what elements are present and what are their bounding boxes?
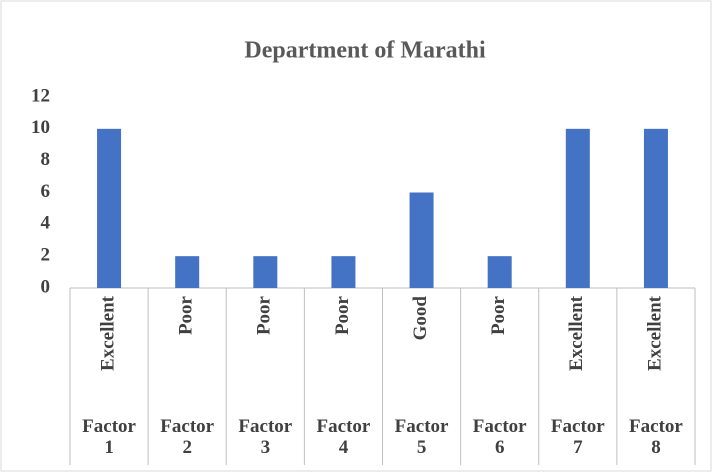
bar [331,256,356,288]
chart-title: Department of Marathi [244,38,486,64]
bar [97,128,122,288]
x-tick-label: Poor [254,295,275,335]
x-tick-label: Good [410,296,431,341]
bar [175,256,200,288]
y-tick-label: 8 [41,149,51,170]
y-tick-label: 2 [41,245,51,266]
group-label: Factor 2 [160,416,215,458]
bar [565,128,590,288]
y-tick-label: 10 [31,117,50,138]
group-label: Factor 4 [316,416,371,458]
x-tick-label: Excellent [644,295,665,371]
x-tick-label: Poor [332,295,353,335]
x-tick-label: Excellent [97,295,118,371]
y-tick-label: 4 [41,213,51,234]
bar [409,192,434,288]
group-label: Factor 8 [629,416,683,458]
x-tick-label: Poor [176,295,197,335]
group-label: Factor 6 [472,416,527,458]
group-label: Factor 5 [394,416,449,458]
bar [253,256,278,288]
group-label: Factor 3 [238,416,293,458]
group-label: Factor 1 [82,416,136,458]
y-tick-label: 0 [41,276,51,297]
y-tick-label: 6 [41,181,51,202]
x-tick-label: Poor [488,295,509,335]
group-label: Factor 7 [550,416,605,458]
bar [487,256,512,288]
y-tick-label: 12 [31,85,50,106]
x-tick-label: Excellent [566,295,587,371]
bar [643,128,668,288]
